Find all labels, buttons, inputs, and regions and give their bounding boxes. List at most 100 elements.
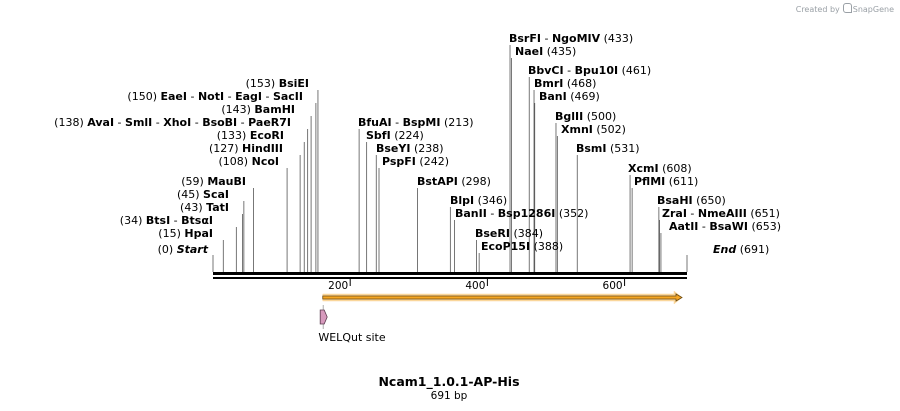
enzyme-name[interactable]: BglII bbox=[555, 110, 583, 123]
site-label-531[interactable]: BsmI (531) bbox=[576, 142, 640, 155]
enzyme-name[interactable]: TatI bbox=[206, 201, 229, 214]
site-label-388[interactable]: EcoP15I (388) bbox=[481, 240, 563, 253]
enzyme-name[interactable]: BbvCI bbox=[528, 64, 564, 77]
enzyme-name[interactable]: HpaI bbox=[184, 227, 213, 240]
enzyme-name[interactable]: BsaHI bbox=[657, 194, 693, 207]
site-label-34[interactable]: (34) BtsI - BtsαI bbox=[120, 214, 213, 227]
enzyme-name[interactable]: SmlI bbox=[125, 116, 152, 129]
enzyme-name[interactable]: EagI bbox=[235, 90, 262, 103]
enzyme-name[interactable]: NcoI bbox=[252, 155, 279, 168]
enzyme-name[interactable]: BtsαI bbox=[181, 214, 213, 227]
enzyme-name[interactable]: MauBI bbox=[207, 175, 246, 188]
enzyme-name[interactable]: XcmI bbox=[628, 162, 659, 175]
enzyme-name[interactable]: SacII bbox=[273, 90, 303, 103]
site-label-608[interactable]: XcmI (608) bbox=[628, 162, 692, 175]
site-position: (384) bbox=[513, 227, 543, 240]
enzyme-name[interactable]: Bpu10I bbox=[575, 64, 619, 77]
enzyme-name[interactable]: BspMI bbox=[403, 116, 441, 129]
site-label-213[interactable]: BfuAI - BspMI (213) bbox=[358, 116, 474, 129]
site-label-611[interactable]: PflMI (611) bbox=[634, 175, 698, 188]
site-label-127[interactable]: (127) HindIII bbox=[209, 142, 283, 155]
enzyme-name[interactable]: BtsI bbox=[146, 214, 170, 227]
enzyme-name[interactable]: PflMI bbox=[634, 175, 665, 188]
site-position: (468) bbox=[567, 77, 597, 90]
enzyme-name[interactable]: SbfI bbox=[366, 129, 391, 142]
site-position: (352) bbox=[559, 207, 589, 220]
enzyme-name[interactable]: XhoI bbox=[163, 116, 191, 129]
site-label-108[interactable]: (108) NcoI bbox=[219, 155, 279, 168]
site-position: (213) bbox=[444, 116, 474, 129]
enzyme-name[interactable]: BanI bbox=[539, 90, 567, 103]
site-label-346[interactable]: BlpI (346) bbox=[450, 194, 507, 207]
enzyme-name[interactable]: BsrFI bbox=[509, 32, 541, 45]
site-label-143[interactable]: (143) BamHI bbox=[221, 103, 295, 116]
site-position: (611) bbox=[669, 175, 699, 188]
site-label-500[interactable]: BglII (500) bbox=[555, 110, 616, 123]
site-label-138[interactable]: (138) AvaI - SmlI - XhoI - BsoBI - PaeR7… bbox=[54, 116, 291, 129]
welqut-site-feature[interactable] bbox=[319, 305, 328, 329]
enzyme-name[interactable]: BlpI bbox=[450, 194, 474, 207]
enzyme-name[interactable]: ScaI bbox=[203, 188, 229, 201]
site-label-153[interactable]: (153) BsiEI bbox=[246, 77, 309, 90]
enzyme-name[interactable]: AvaI bbox=[87, 116, 114, 129]
enzyme-name[interactable]: EaeI bbox=[161, 90, 188, 103]
enzyme-name[interactable]: EcoP15I bbox=[481, 240, 530, 253]
enzyme-separator: - bbox=[152, 116, 163, 129]
enzyme-name[interactable]: BamHI bbox=[254, 103, 295, 116]
site-label-150[interactable]: (150) EaeI - NotI - EagI - SacII bbox=[127, 90, 303, 103]
site-label-45[interactable]: (45) ScaI bbox=[177, 188, 229, 201]
site-label-133[interactable]: (133) EcoRI bbox=[217, 129, 284, 142]
site-label-298[interactable]: BstAPI (298) bbox=[417, 175, 491, 188]
site-label-224[interactable]: SbfI (224) bbox=[366, 129, 424, 142]
start-label: (0) Start bbox=[158, 243, 209, 256]
credit-brand: SnapGene bbox=[852, 5, 894, 14]
enzyme-name[interactable]: BsmI bbox=[576, 142, 607, 155]
enzyme-separator: - bbox=[191, 116, 202, 129]
enzyme-name[interactable]: BstAPI bbox=[417, 175, 458, 188]
site-label-651[interactable]: ZraI - NmeAIII (651) bbox=[662, 207, 780, 220]
site-label-352[interactable]: BanII - Bsp1286I (352) bbox=[455, 207, 588, 220]
enzyme-name[interactable]: PaeR7I bbox=[248, 116, 291, 129]
site-position: (500) bbox=[587, 110, 617, 123]
enzyme-name[interactable]: HindIII bbox=[242, 142, 283, 155]
site-label-502[interactable]: XmnI (502) bbox=[561, 123, 626, 136]
orf-feature[interactable] bbox=[322, 290, 683, 305]
site-label-433[interactable]: BsrFI - NgoMIV (433) bbox=[509, 32, 633, 45]
sequence-backbone-bottom bbox=[213, 277, 687, 279]
enzyme-name[interactable]: BanII bbox=[455, 207, 487, 220]
enzyme-name[interactable]: BsiEI bbox=[279, 77, 309, 90]
enzyme-name[interactable]: BfuAI bbox=[358, 116, 392, 129]
enzyme-name[interactable]: BsaWI bbox=[709, 220, 748, 233]
enzyme-name[interactable]: AatII bbox=[669, 220, 698, 233]
enzyme-name[interactable]: NotI bbox=[198, 90, 224, 103]
end-text: End bbox=[713, 243, 736, 256]
enzyme-separator: - bbox=[487, 207, 498, 220]
site-label-435[interactable]: NaeI (435) bbox=[515, 45, 576, 58]
welqut-site-marker[interactable] bbox=[319, 309, 328, 325]
enzyme-name[interactable]: BmrI bbox=[534, 77, 563, 90]
site-label-59[interactable]: (59) MauBI bbox=[181, 175, 246, 188]
site-label-43[interactable]: (43) TatI bbox=[180, 201, 229, 214]
enzyme-name[interactable]: NmeAIII bbox=[698, 207, 747, 220]
site-label-384[interactable]: BseRI (384) bbox=[475, 227, 543, 240]
site-label-461[interactable]: BbvCI - Bpu10I (461) bbox=[528, 64, 651, 77]
site-position: (298) bbox=[461, 175, 491, 188]
enzyme-name[interactable]: BseYI bbox=[376, 142, 410, 155]
enzyme-name[interactable]: Bsp1286I bbox=[498, 207, 556, 220]
orf-arrow[interactable] bbox=[322, 293, 683, 302]
site-label-15[interactable]: (15) HpaI bbox=[158, 227, 213, 240]
site-label-469[interactable]: BanI (469) bbox=[539, 90, 600, 103]
site-label-242[interactable]: PspFI (242) bbox=[382, 155, 449, 168]
enzyme-name[interactable]: NaeI bbox=[515, 45, 543, 58]
site-label-468[interactable]: BmrI (468) bbox=[534, 77, 596, 90]
enzyme-name[interactable]: BseRI bbox=[475, 227, 510, 240]
site-label-238[interactable]: BseYI (238) bbox=[376, 142, 444, 155]
enzyme-name[interactable]: BsoBI bbox=[202, 116, 237, 129]
site-label-653[interactable]: AatII - BsaWI (653) bbox=[669, 220, 781, 233]
enzyme-name[interactable]: ZraI bbox=[662, 207, 687, 220]
enzyme-name[interactable]: XmnI bbox=[561, 123, 593, 136]
enzyme-name[interactable]: EcoRI bbox=[250, 129, 284, 142]
site-label-650[interactable]: BsaHI (650) bbox=[657, 194, 726, 207]
enzyme-name[interactable]: NgoMIV bbox=[552, 32, 601, 45]
enzyme-name[interactable]: PspFI bbox=[382, 155, 416, 168]
